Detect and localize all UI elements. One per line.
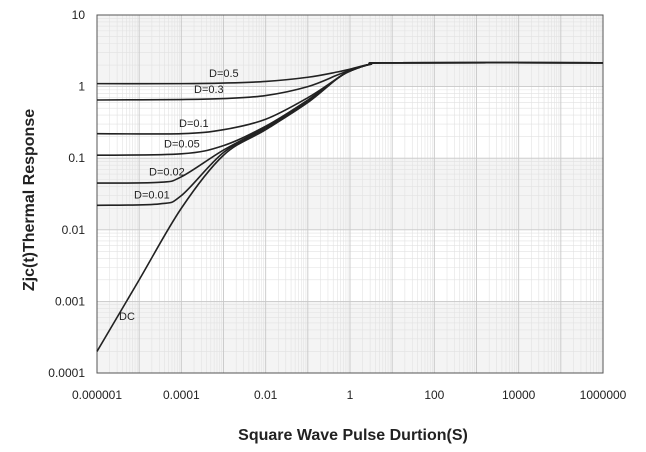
plot-frame bbox=[96, 14, 604, 374]
y-tick-label: 0.001 bbox=[55, 294, 85, 308]
x-tick-label: 0.0001 bbox=[163, 388, 200, 402]
curve-label-d-0-1: D=0.1 bbox=[179, 118, 209, 130]
x-tick-labels: 0.000001 0.0001 0.01 1 100 10000 1000000 bbox=[72, 388, 627, 402]
curve-label-d-0-01: D=0.01 bbox=[134, 189, 170, 201]
y-axis-title: Zjc(t)Thermal Response bbox=[21, 109, 38, 291]
curve-label-d-0-5: D=0.5 bbox=[209, 68, 239, 80]
x-axis-title: Square Wave Pulse Durtion(S) bbox=[238, 427, 468, 444]
curve-dc bbox=[96, 61, 604, 352]
y-tick-label: 0.1 bbox=[68, 151, 85, 165]
x-tick-label: 10000 bbox=[502, 388, 536, 402]
x-tick-label: 100 bbox=[424, 388, 444, 402]
y-tick-labels: 0.0001 0.001 0.01 0.1 1 10 bbox=[48, 8, 85, 380]
x-tick-label: 0.01 bbox=[254, 388, 278, 402]
x-tick-label: 1 bbox=[347, 388, 354, 402]
x-tick-label: 1000000 bbox=[580, 388, 627, 402]
curve-labels: D=0.5 D=0.3 D=0.1 D=0.05 D=0.02 D=0.01 DC bbox=[119, 68, 239, 323]
curve-label-d-0-3: D=0.3 bbox=[194, 84, 224, 96]
curve-label-d-0-05: D=0.05 bbox=[164, 139, 200, 151]
curve-label-d-0-02: D=0.02 bbox=[149, 167, 185, 179]
y-tick-label: 0.0001 bbox=[48, 366, 85, 380]
x-tick-label: 0.000001 bbox=[72, 388, 122, 402]
y-tick-label: 10 bbox=[72, 8, 86, 22]
y-tick-label: 0.01 bbox=[62, 223, 86, 237]
y-tick-label: 1 bbox=[78, 80, 85, 94]
curves bbox=[96, 61, 604, 352]
curve-label-dc: DC bbox=[119, 311, 135, 323]
